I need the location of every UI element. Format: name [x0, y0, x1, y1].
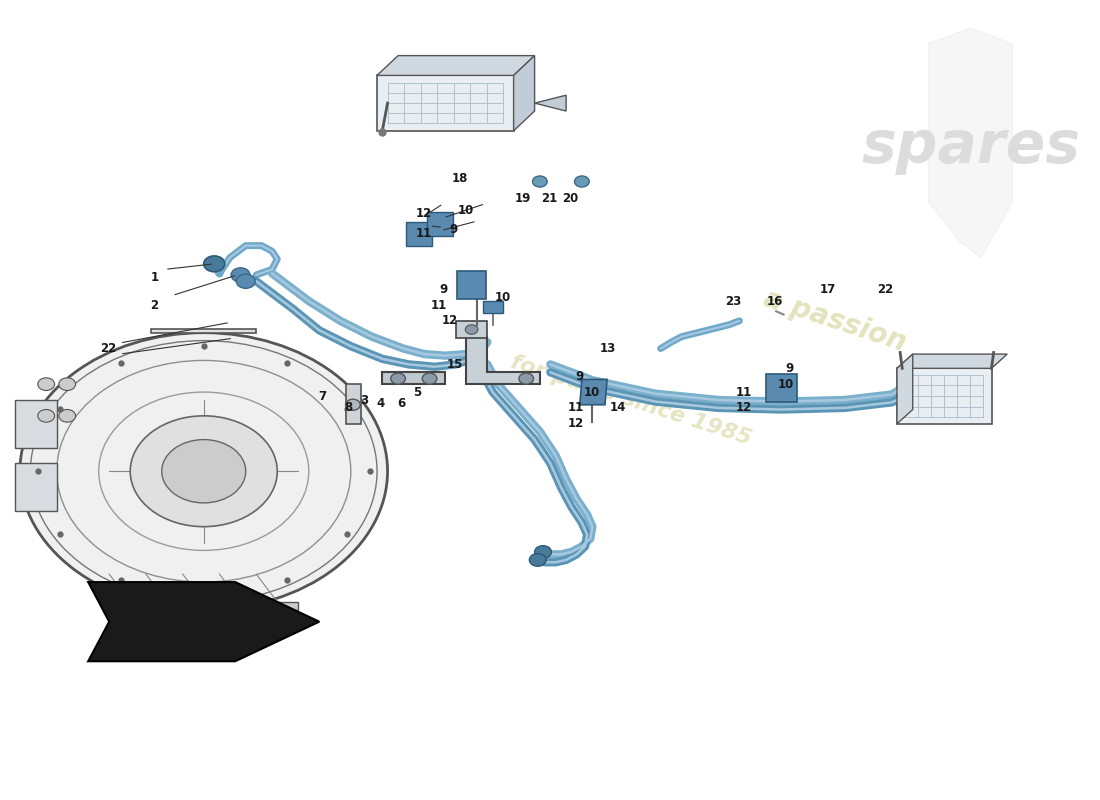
Text: 22: 22 [878, 282, 894, 296]
Text: 10: 10 [494, 290, 510, 303]
Polygon shape [345, 384, 361, 424]
Circle shape [204, 256, 224, 272]
Polygon shape [896, 368, 991, 424]
Text: 14: 14 [609, 402, 626, 414]
Text: 11: 11 [568, 402, 584, 414]
Text: 12: 12 [568, 418, 584, 430]
Text: 9: 9 [575, 370, 584, 382]
Circle shape [422, 373, 437, 384]
Text: 11: 11 [416, 227, 431, 240]
Text: 2: 2 [151, 298, 158, 311]
Polygon shape [456, 271, 486, 299]
Polygon shape [766, 374, 797, 402]
Text: 9: 9 [439, 282, 448, 296]
Circle shape [20, 333, 387, 610]
Text: 11: 11 [736, 386, 752, 398]
Polygon shape [109, 602, 298, 610]
Polygon shape [896, 354, 1008, 368]
Text: 19: 19 [515, 192, 531, 205]
Text: 4: 4 [376, 398, 384, 410]
Text: 23: 23 [725, 294, 741, 307]
Text: 12: 12 [416, 207, 431, 221]
Polygon shape [377, 56, 535, 75]
Circle shape [37, 410, 55, 422]
Text: for parts since 1985: for parts since 1985 [508, 351, 755, 449]
Text: 21: 21 [541, 192, 558, 205]
Circle shape [231, 268, 250, 282]
Circle shape [130, 416, 277, 526]
Circle shape [390, 373, 406, 384]
Text: 6: 6 [397, 398, 406, 410]
Circle shape [58, 378, 76, 390]
Text: 11: 11 [431, 298, 448, 311]
Text: 12: 12 [736, 402, 752, 414]
Bar [14, 400, 57, 447]
Polygon shape [896, 354, 913, 424]
Text: 1: 1 [151, 270, 158, 284]
Text: 13: 13 [600, 342, 616, 355]
Text: spares: spares [861, 118, 1080, 175]
Polygon shape [428, 212, 453, 236]
Polygon shape [514, 56, 535, 131]
Text: 5: 5 [412, 386, 421, 398]
Text: 10: 10 [583, 386, 600, 398]
Bar [14, 463, 57, 511]
Text: 9: 9 [785, 362, 794, 375]
Text: 20: 20 [562, 192, 579, 205]
Text: 10: 10 [458, 203, 474, 217]
Circle shape [465, 325, 477, 334]
Circle shape [574, 176, 590, 187]
Text: 3: 3 [361, 394, 368, 406]
Circle shape [58, 410, 76, 422]
Text: 15: 15 [447, 358, 463, 371]
Circle shape [162, 439, 245, 503]
Circle shape [519, 373, 534, 384]
Polygon shape [455, 321, 487, 338]
Text: 8: 8 [344, 402, 353, 414]
Polygon shape [88, 582, 319, 662]
Text: 9: 9 [450, 223, 458, 236]
Text: 22: 22 [100, 342, 117, 355]
Text: a passion: a passion [760, 285, 910, 357]
Text: 18: 18 [452, 172, 469, 185]
Circle shape [535, 546, 551, 558]
Text: 12: 12 [442, 314, 458, 327]
Circle shape [236, 274, 255, 288]
Polygon shape [928, 28, 1012, 258]
Polygon shape [377, 75, 514, 131]
Polygon shape [535, 95, 566, 111]
Text: 16: 16 [767, 294, 783, 307]
Polygon shape [407, 222, 431, 246]
Text: 10: 10 [778, 378, 794, 390]
Circle shape [37, 378, 55, 390]
Polygon shape [483, 301, 503, 313]
Polygon shape [466, 337, 540, 384]
Polygon shape [580, 379, 607, 405]
Polygon shape [151, 329, 256, 333]
Circle shape [532, 176, 547, 187]
Text: 7: 7 [319, 390, 327, 402]
Polygon shape [383, 372, 446, 384]
Text: 17: 17 [820, 282, 836, 296]
Circle shape [345, 399, 360, 410]
Circle shape [529, 554, 547, 566]
